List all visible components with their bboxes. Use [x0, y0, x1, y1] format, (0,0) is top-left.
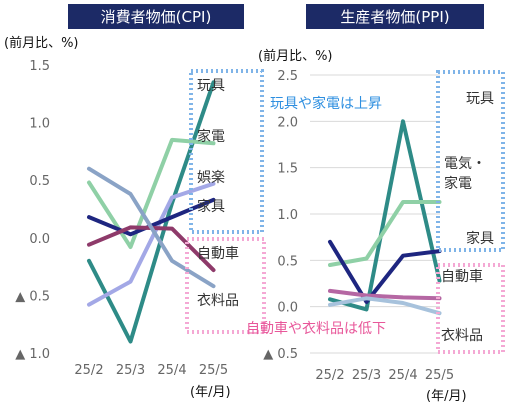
ppi-series-label: 玩具 — [466, 91, 494, 107]
ppi-xtick-label: 25/4 — [388, 368, 417, 383]
cpi-ylabel: (前月比、%) — [4, 35, 79, 51]
cpi-series-line-1 — [87, 137, 216, 249]
ppi-series-line-3 — [328, 288, 442, 301]
ppi-series-label: 家具 — [466, 230, 494, 247]
ppi-ytick-label: ▲ 0.5 — [263, 347, 298, 362]
cpi-series-label: 自動車 — [197, 245, 239, 262]
ppi-falling-box — [436, 263, 505, 354]
ppi-series-label: 自動車 — [441, 268, 483, 285]
ppi-ytick-label: 0.0 — [277, 301, 298, 316]
cpi-series-line-2 — [87, 181, 216, 307]
cpi-series-label: 家具 — [197, 198, 225, 215]
ppi-ytick-label: 2.5 — [277, 69, 298, 84]
cpi-ytick-label: ▲ 1.0 — [15, 347, 50, 362]
cpi-ytick-label: 1.0 — [29, 117, 50, 132]
cpi-xtick-label: 25/4 — [157, 363, 186, 378]
ppi-title-banner — [306, 4, 484, 29]
cpi-ytick-label: 0.5 — [29, 174, 50, 189]
cpi-series-label: 家電 — [197, 128, 225, 145]
ppi-series-label: 家電 — [444, 175, 472, 192]
ppi-falling-note: 自動車や衣料品は低下 — [246, 320, 386, 337]
ppi-rising-box — [436, 70, 505, 252]
ppi-series-line-4 — [328, 296, 442, 316]
cpi-ytick-label: 1.5 — [29, 59, 50, 74]
cpi-ytick-label: ▲ 0.5 — [15, 289, 50, 304]
cpi-ytick-label: 0.0 — [29, 232, 50, 247]
ppi-series-line-1 — [328, 200, 442, 267]
cpi-xtick-label: 25/5 — [199, 363, 228, 378]
ppi-series-label: 衣料品 — [441, 328, 483, 344]
cpi-title: 消費者物価(CPI) — [101, 8, 212, 26]
ppi-rising-note: 玩具や家電は上昇 — [270, 95, 382, 112]
cpi-title-banner — [68, 4, 244, 29]
ppi-ytick-label: 0.5 — [277, 254, 298, 269]
cpi-series-label: 玩具 — [197, 78, 225, 94]
cpi-xtick-label: 25/3 — [116, 363, 145, 378]
cpi-series-line-4 — [87, 225, 216, 273]
ppi-ytick-label: 1.0 — [277, 208, 298, 223]
cpi-series-line-5 — [87, 166, 216, 289]
ppi-ylabel: (前月比、%) — [258, 48, 333, 64]
ppi-series-label: 電気・ — [444, 156, 486, 172]
ppi-ytick-label: 1.5 — [277, 162, 298, 177]
ppi-xtick-label: 25/3 — [352, 368, 381, 383]
cpi-series-label: 衣料品 — [197, 293, 239, 309]
ppi-series-line-2 — [328, 239, 442, 304]
ppi-xtick-label: 25/2 — [315, 368, 344, 383]
cpi-xlabel: (年/月) — [190, 385, 231, 400]
ppi-ytick-label: 2.0 — [277, 115, 298, 130]
cpi-series-label: 娯楽 — [197, 170, 225, 186]
ppi-xlabel: (年/月) — [426, 389, 467, 404]
ppi-xtick-label: 25/5 — [425, 368, 454, 383]
cpi-xtick-label: 25/2 — [74, 363, 103, 378]
cpi-rising-box — [189, 69, 264, 234]
ppi-title: 生産者物価(PPI) — [340, 8, 449, 26]
